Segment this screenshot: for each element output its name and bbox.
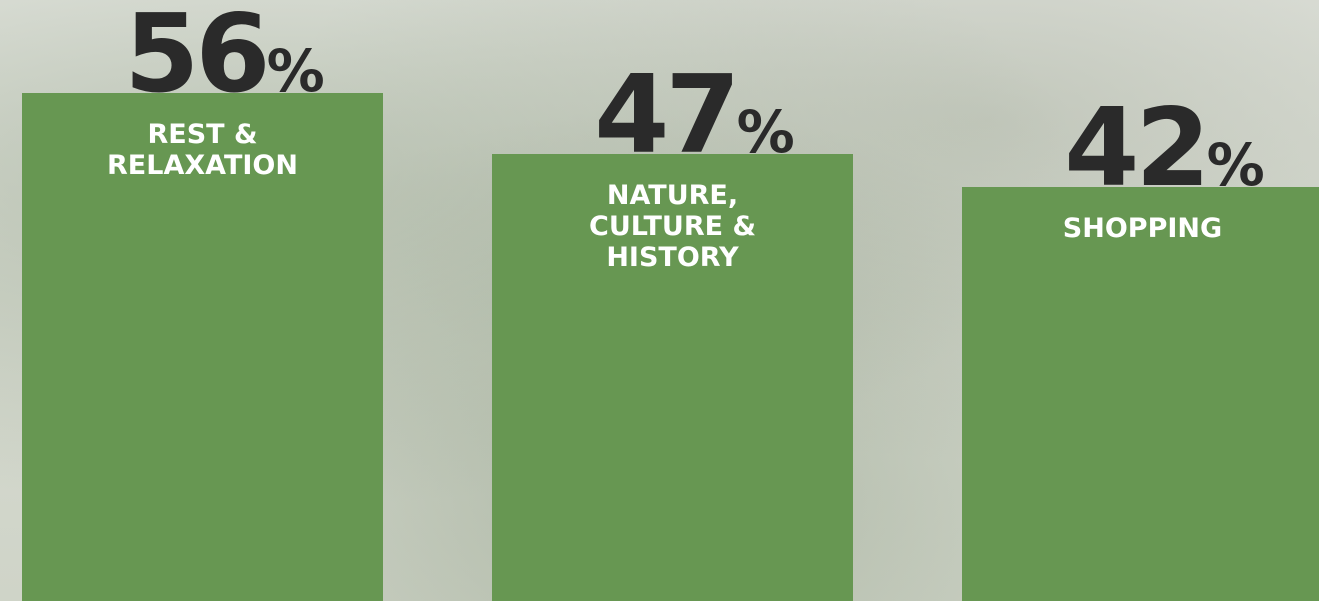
category-label: REST & RELAXATION bbox=[98, 119, 308, 181]
value-label: 47% bbox=[594, 62, 794, 170]
value-label: 56% bbox=[124, 1, 324, 109]
category-label: SHOPPING bbox=[1038, 213, 1248, 244]
category-label: NATURE, CULTURE & HISTORY bbox=[568, 180, 778, 273]
bar bbox=[962, 187, 1319, 601]
value-label: 42% bbox=[1064, 95, 1264, 203]
chart: 56% REST & RELAXATION 47% NATURE, CULTURE &… bbox=[0, 0, 1319, 601]
